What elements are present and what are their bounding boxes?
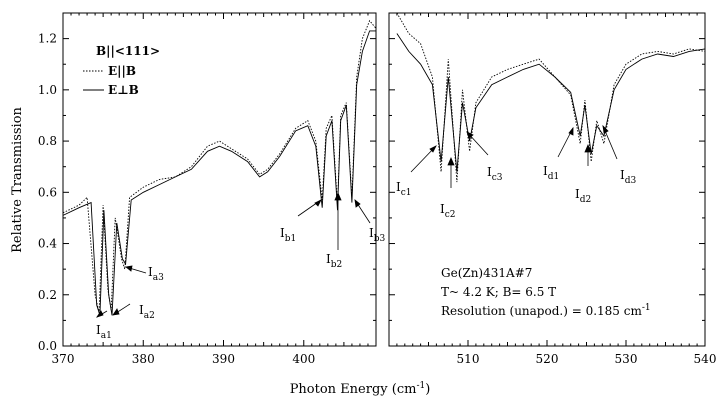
peak-labels: Ia1 Ia2 Ia3 Ib1 Ib2 Ib3 Ic1 Ic2 Ic3 Id1 Id2 Id3 xyxy=(96,164,637,341)
peak-label-b3: Ib3 xyxy=(369,226,386,244)
x-tick-label: 520 xyxy=(536,352,559,366)
y-tick-label: 0.4 xyxy=(38,237,57,251)
traces-left-panel xyxy=(62,19,377,316)
x-tick-label: 390 xyxy=(212,352,235,366)
x-axis-title-close: ) xyxy=(425,382,430,396)
peak-label-d2: Id2 xyxy=(575,187,591,205)
series-e-parallel-b xyxy=(396,12,706,183)
y-tick-label: 1.0 xyxy=(38,83,57,97)
x-axis-title-sup: -1 xyxy=(416,381,425,391)
y-tick-label: 0.8 xyxy=(38,134,57,148)
annotation-sample: Ge(Zn)431A#7 xyxy=(441,266,532,280)
peak-arrows xyxy=(96,124,618,318)
legend-label-perpendicular: E⊥B xyxy=(108,83,139,97)
legend: B||<111> E||B E⊥B xyxy=(83,44,160,97)
peak-label-c1: Ic1 xyxy=(396,180,412,198)
traces-right-panel xyxy=(396,12,706,183)
x-tick-label: 540 xyxy=(694,352,717,366)
y-axis-title: Relative Transmission xyxy=(10,106,25,252)
left-plot-frame xyxy=(62,12,377,347)
y-axis: 0.0 0.2 0.4 0.6 0.8 1.0 1.2 xyxy=(38,32,705,353)
y-tick-label: 0.6 xyxy=(38,185,57,199)
peak-label-c3: Ic3 xyxy=(487,165,503,183)
series-e-perp-b xyxy=(396,33,706,172)
peak-label-a3: Ia3 xyxy=(148,265,164,283)
series-e-parallel-b xyxy=(62,19,377,313)
annotation-conditions: T~ 4.2 K; B= 6.5 T xyxy=(441,285,556,299)
x-tick-label: 400 xyxy=(292,352,315,366)
x-axis-right: 510 520 530 540 xyxy=(388,13,717,366)
annotation-block: Ge(Zn)431A#7 T~ 4.2 K; B= 6.5 T Resoluti… xyxy=(441,266,651,318)
peak-label-d1: Id1 xyxy=(543,164,559,182)
x-axis-title: Photon Energy (cm-1) xyxy=(290,381,431,396)
y-tick-label: 0.2 xyxy=(38,288,57,302)
x-tick-label: 530 xyxy=(615,352,638,366)
series-e-perp-b xyxy=(62,30,376,316)
x-axis-title-main: Photon Energy (cm xyxy=(290,382,417,396)
peak-label-b2: Ib2 xyxy=(326,252,342,270)
x-axis-left: 370 380 390 400 xyxy=(52,13,377,366)
peak-label-a1: Ia1 xyxy=(96,323,112,341)
x-tick-label: 380 xyxy=(132,352,155,366)
annotation-resolution: Resolution (unapod.) = 0.185 cm-1 xyxy=(441,303,651,318)
peak-label-a2: Ia2 xyxy=(139,303,155,321)
legend-title: B||<111> xyxy=(96,44,160,58)
x-tick-label: 370 xyxy=(52,352,75,366)
peak-label-d3: Id3 xyxy=(620,168,637,186)
y-tick-label: 1.2 xyxy=(38,32,57,46)
y-tick-label: 0.0 xyxy=(38,339,57,353)
peak-label-b1: Ib1 xyxy=(280,226,296,244)
x-tick-label: 510 xyxy=(457,352,480,366)
annotation-resolution-sup: -1 xyxy=(642,303,651,313)
legend-label-parallel: E||B xyxy=(108,64,136,78)
peak-label-c2: Ic2 xyxy=(440,202,456,220)
annotation-resolution-main: Resolution (unapod.) = 0.185 cm xyxy=(441,304,642,318)
